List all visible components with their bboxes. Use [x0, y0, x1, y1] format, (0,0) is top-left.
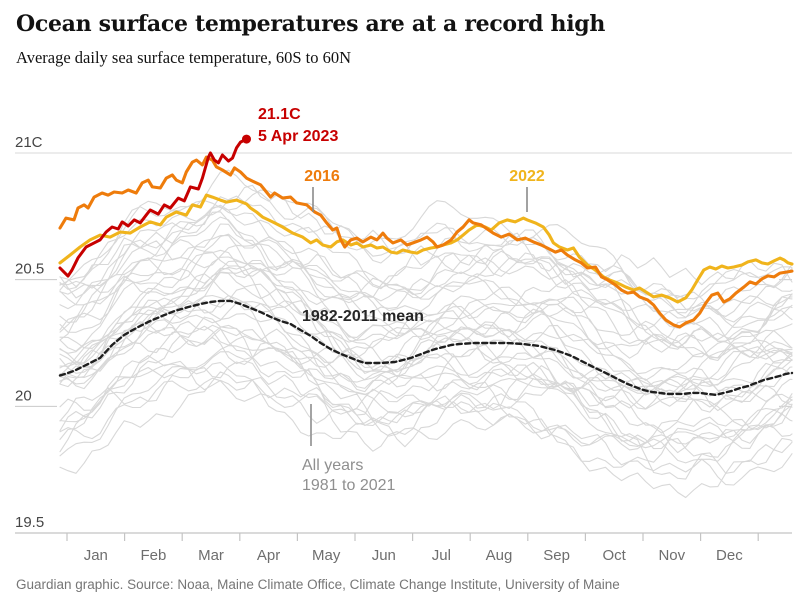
- y-axis-label: 20.5: [15, 261, 44, 278]
- all-years-line: [59, 294, 793, 395]
- series-line-2016: [58, 155, 794, 329]
- mean-label: 1982-2011 mean: [302, 308, 424, 325]
- highlight-series-lines: [58, 134, 794, 397]
- x-axis-label: Jul: [432, 547, 451, 564]
- all-years-line: [59, 251, 793, 366]
- all-years-line: [59, 345, 793, 449]
- all-years-line: [59, 169, 793, 314]
- all-years-gray-lines: [59, 169, 793, 499]
- all-years-line: [59, 294, 793, 413]
- all-years-line: [59, 259, 793, 391]
- series-line-2022: [58, 193, 794, 304]
- all-years-line: [59, 287, 793, 402]
- all-years-label-line1: All years: [302, 457, 363, 474]
- all-years-line: [59, 184, 793, 288]
- all-years-line: [59, 320, 793, 444]
- all-years-line: [59, 355, 793, 466]
- page-subtitle: Average daily sea surface temperature, 6…: [16, 48, 351, 67]
- all-years-line: [59, 256, 793, 394]
- record-value-label: 21.1C: [258, 106, 301, 123]
- y-axis-label: 19.5: [15, 514, 44, 531]
- x-axis-label: Jan: [84, 547, 108, 564]
- source-credit: Guardian graphic. Source: Noaa, Maine Cl…: [16, 577, 620, 592]
- gridlines: 21C 20.5 20 19.5: [15, 134, 792, 531]
- series-label-2016: 2016: [304, 168, 340, 185]
- y-axis-label: 20: [15, 387, 32, 404]
- x-axis: Jan Feb Mar Apr May Jun Jul Aug Sep Oct Nov Dec: [15, 532, 792, 564]
- x-axis-label: Dec: [716, 547, 743, 564]
- page-title: Ocean surface temperatures are at a reco…: [16, 11, 605, 37]
- all-years-line: [59, 211, 793, 348]
- all-years-label-line2: 1981 to 2021: [302, 477, 396, 494]
- all-years-line: [59, 272, 793, 403]
- all-years-line: [59, 260, 793, 359]
- all-years-line: [59, 273, 793, 402]
- all-years-line: [59, 228, 793, 323]
- all-years-line: [59, 347, 793, 457]
- all-years-line: [59, 325, 793, 412]
- series-label-2022: 2022: [509, 168, 545, 185]
- record-endpoint-dot: [242, 134, 251, 144]
- all-years-line: [59, 319, 793, 427]
- x-axis-label: Aug: [486, 547, 513, 564]
- all-years-line: [59, 301, 793, 396]
- all-years-line: [59, 257, 793, 364]
- x-axis-label: Oct: [603, 547, 627, 564]
- x-axis-label: Sep: [543, 547, 570, 564]
- all-years-line: [59, 341, 793, 480]
- series-line-1982-2011-mean: [58, 299, 794, 397]
- x-axis-label: Jun: [372, 547, 396, 564]
- x-axis-label: May: [312, 547, 341, 564]
- all-years-line: [59, 371, 793, 499]
- all-years-line: [59, 316, 793, 454]
- series-line-2023: [58, 137, 248, 278]
- x-axis-label: Nov: [658, 547, 685, 564]
- all-years-line: [59, 267, 793, 375]
- all-years-line: [59, 377, 793, 486]
- all-years-line: [59, 234, 793, 358]
- record-date-label: 5 Apr 2023: [258, 128, 338, 145]
- y-axis-label: 21C: [15, 134, 43, 151]
- x-axis-label: Feb: [140, 547, 166, 564]
- all-years-line: [59, 189, 793, 302]
- x-axis-label: Apr: [257, 547, 280, 564]
- x-axis-label: Mar: [198, 547, 224, 564]
- all-years-line: [59, 195, 793, 319]
